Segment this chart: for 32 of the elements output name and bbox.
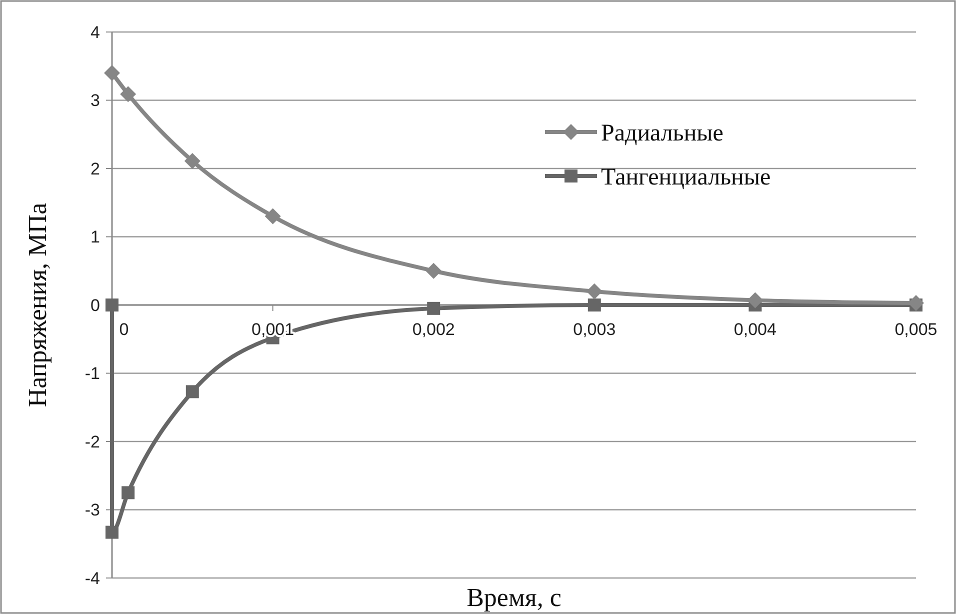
point (104, 64, 120, 81)
legend-label: Тангенциальные (601, 164, 771, 190)
point (264, 208, 281, 224)
point (426, 262, 442, 279)
x-tick-label: 0 (119, 320, 129, 339)
x-tick-label: 0,003 (573, 320, 616, 339)
y-tick-label: -2 (84, 432, 100, 452)
point (184, 152, 200, 169)
point (186, 385, 199, 398)
x-tick-label: 0,002 (412, 320, 455, 339)
y-tick-label: 2 (90, 159, 100, 178)
y-tick-label: -3 (84, 500, 100, 520)
x-axis-title: Время, с (466, 583, 562, 612)
y-tick-label: 1 (90, 228, 100, 247)
x-tick-label: 0,005 (894, 320, 938, 339)
point (588, 298, 601, 312)
point (120, 86, 136, 102)
point (106, 298, 118, 312)
legend-label: Радиальные (601, 120, 724, 146)
y-axis-title: Напряжения, МПа (23, 202, 52, 408)
y-tick-label: 4 (90, 22, 100, 42)
point (122, 486, 135, 500)
y-tick-label: 0 (90, 296, 100, 315)
point (427, 302, 440, 315)
y-tick-label: 3 (90, 91, 100, 110)
point (747, 292, 764, 308)
point (908, 294, 924, 311)
point (106, 526, 118, 539)
y-tick-label: -4 (84, 568, 100, 588)
x-tick-label: 0,004 (734, 320, 776, 339)
point (586, 283, 602, 300)
y-tick-label: -1 (84, 364, 100, 384)
